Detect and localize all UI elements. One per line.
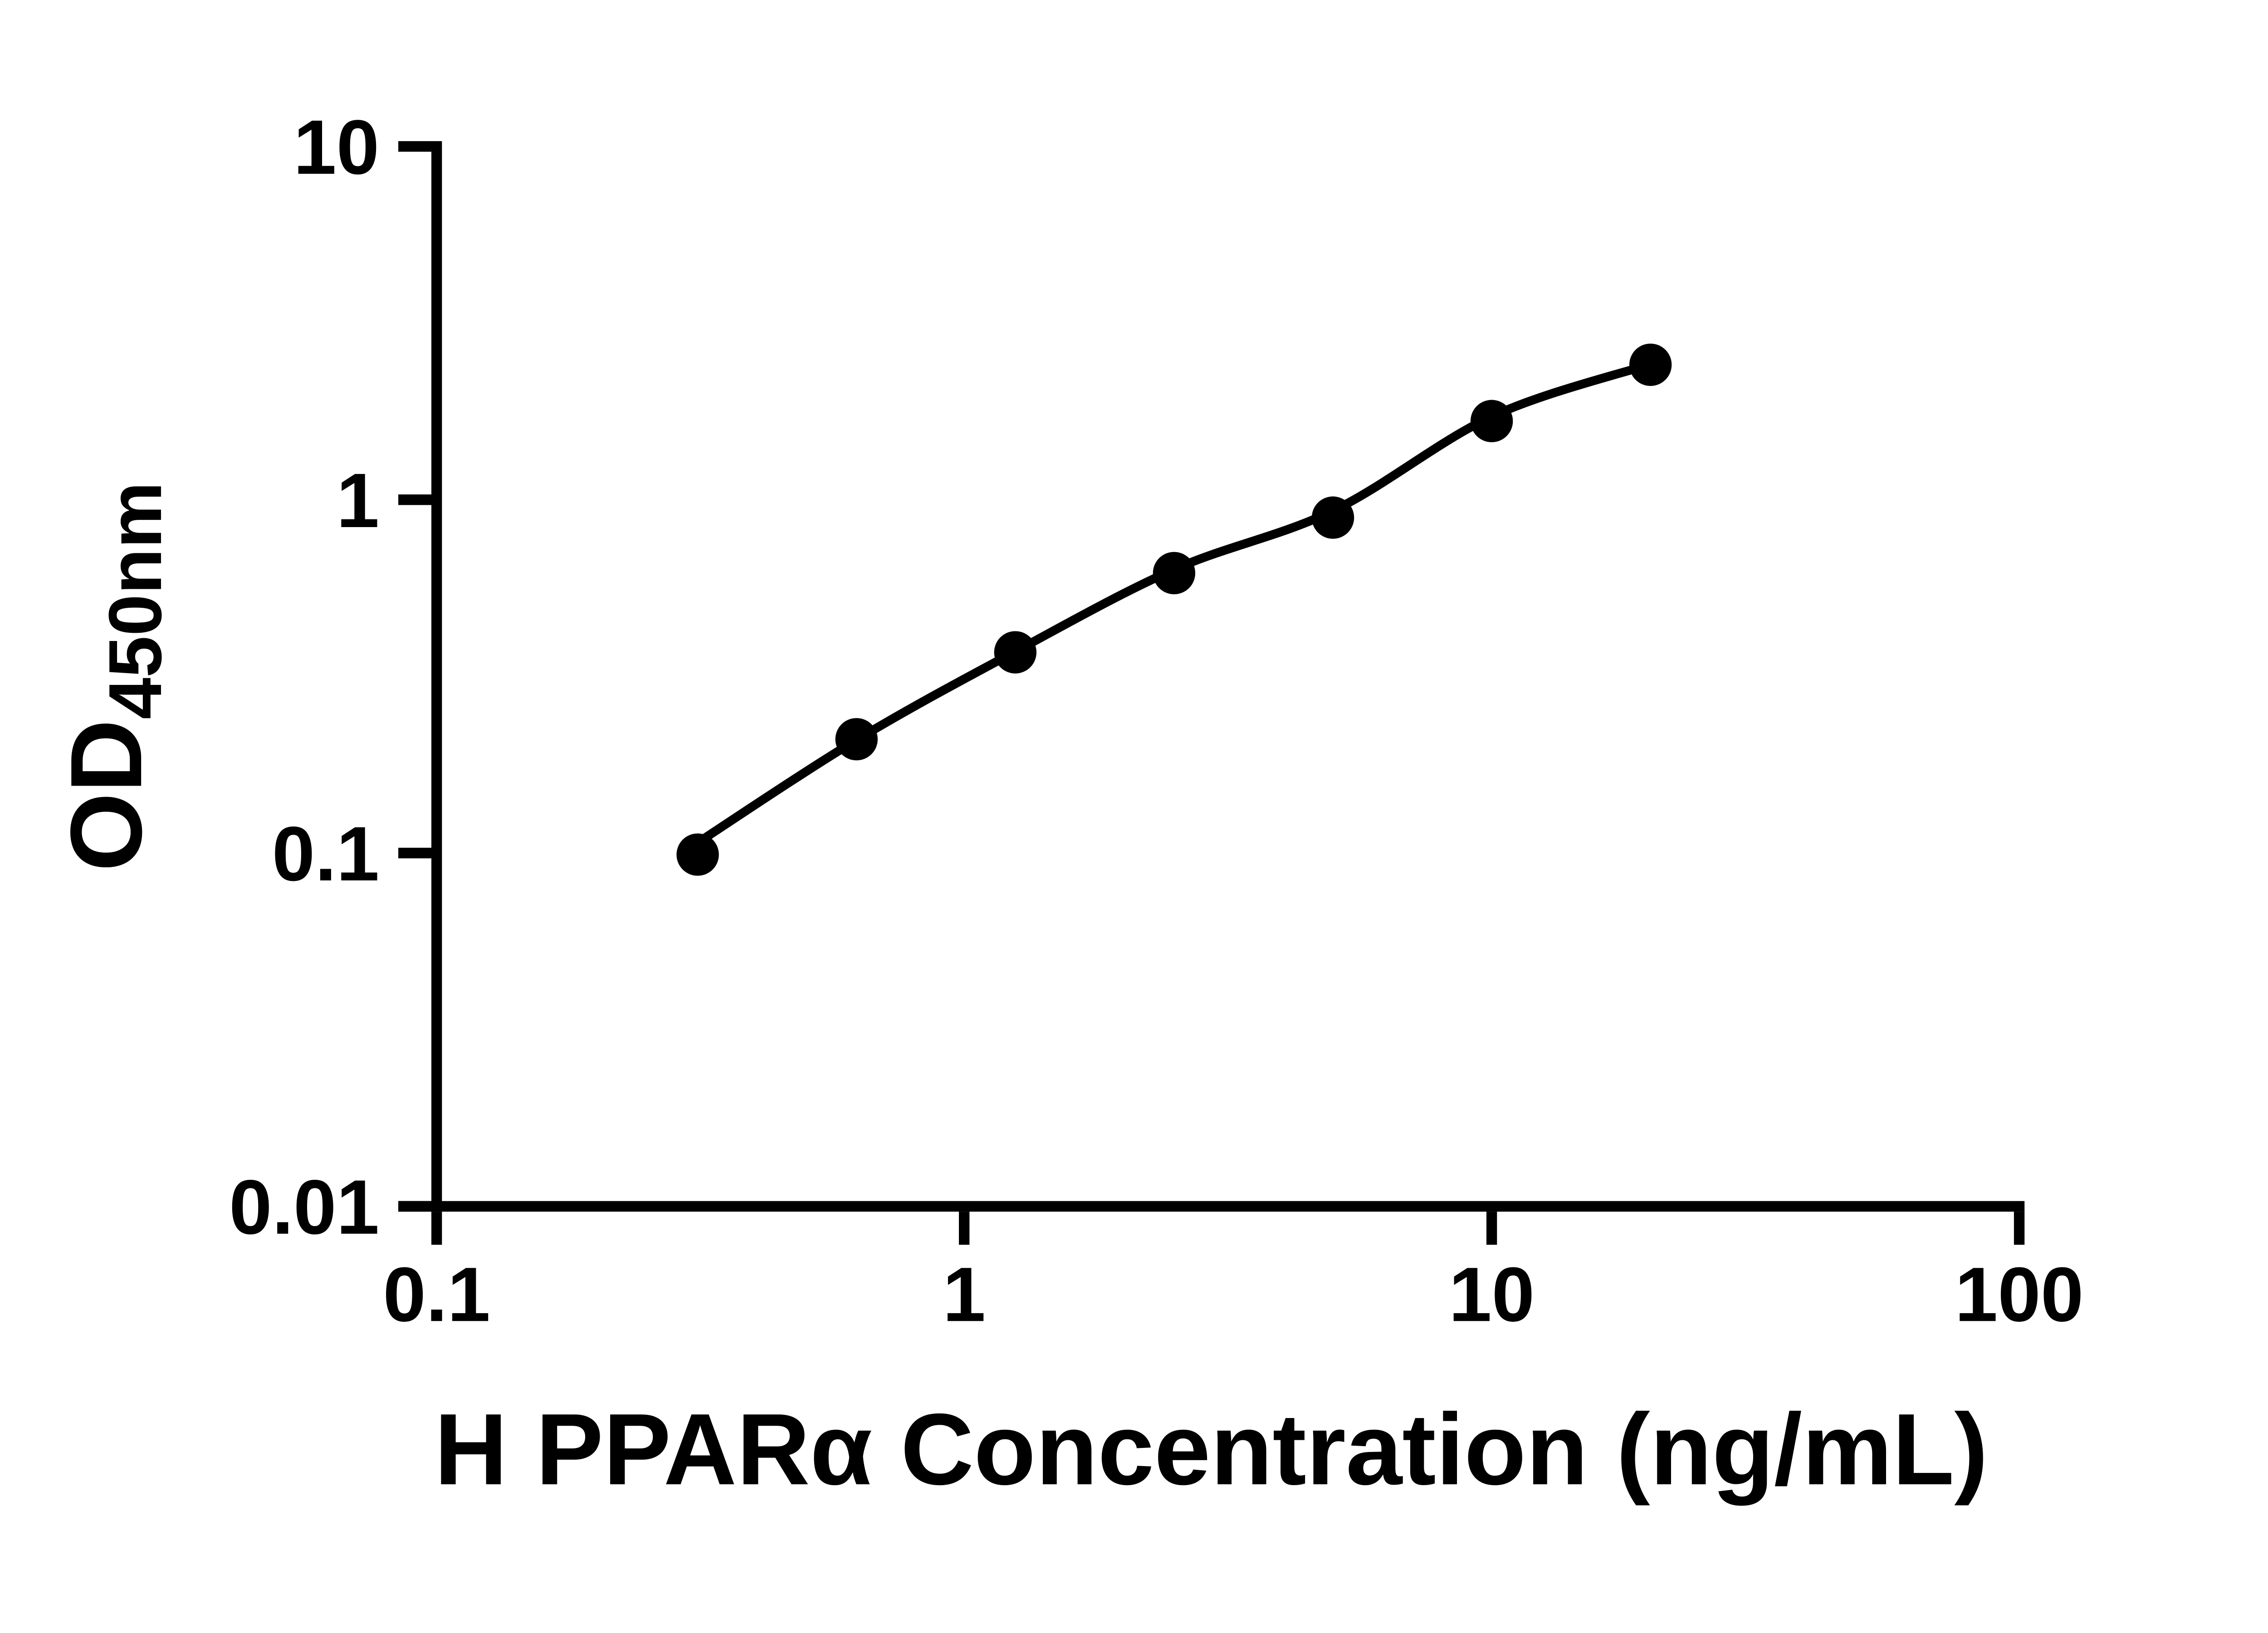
y-axis-title-subscript: 450nm	[93, 482, 177, 719]
x-tick-label: 1	[943, 1252, 986, 1338]
data-point	[1311, 496, 1354, 539]
y-axis-title: OD450nm	[50, 482, 177, 871]
data-point	[676, 833, 719, 876]
x-tick-label: 100	[1955, 1252, 2084, 1338]
data-point	[1629, 343, 1672, 386]
y-tick-label: 1	[337, 458, 380, 544]
axes-layer	[398, 141, 2025, 1245]
x-tick-label: 10	[1449, 1252, 1535, 1338]
fit-curve	[695, 360, 1652, 846]
x-axis-title: H PPARα Concentration (ng/mL)	[434, 1393, 1988, 1506]
y-tick-label: 0.1	[272, 811, 380, 897]
data-point	[1153, 552, 1196, 595]
elisa-standard-curve-figure: 10 1 0.1 0.01 0.1 1 10 100 H PPARα Concentratio…	[50, 104, 2084, 1506]
data-point	[835, 718, 878, 761]
y-tick-label: 0.01	[229, 1164, 379, 1251]
data-layer	[676, 343, 1672, 876]
x-tick-label: 0.1	[383, 1252, 490, 1338]
data-point	[1470, 400, 1513, 442]
y-tick-label: 10	[293, 104, 379, 191]
axis-title-layer: H PPARα Concentration (ng/mL) OD450nm	[50, 482, 1988, 1506]
y-axis-title-main: OD	[50, 719, 163, 871]
data-point	[994, 631, 1037, 674]
